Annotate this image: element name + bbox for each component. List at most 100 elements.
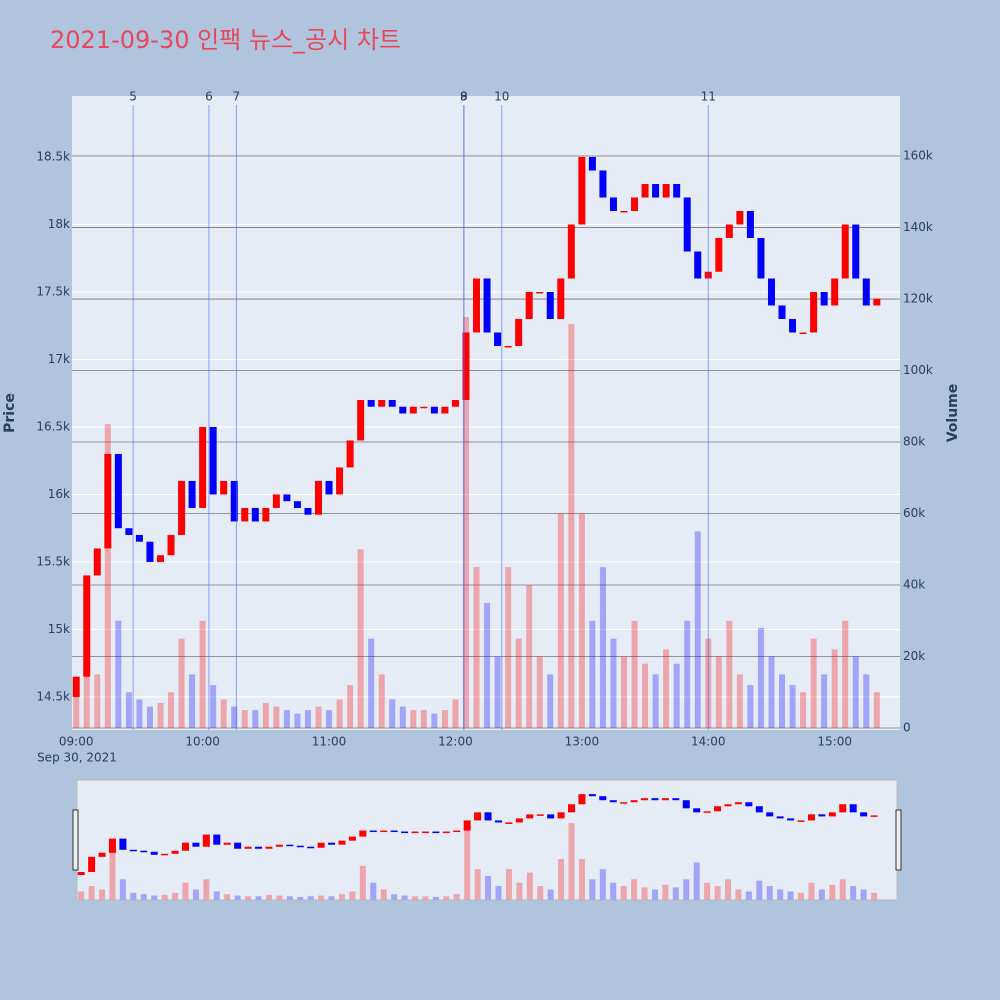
candle bbox=[161, 853, 169, 856]
volume-bar bbox=[704, 882, 711, 900]
volume-bar bbox=[683, 879, 690, 900]
volume-bar bbox=[161, 894, 168, 900]
candle bbox=[108, 838, 116, 853]
y-tick-label: 18.5k bbox=[36, 150, 70, 164]
news-label: 10 bbox=[494, 90, 509, 104]
candle bbox=[421, 831, 429, 834]
candle bbox=[255, 846, 263, 849]
candle bbox=[505, 822, 513, 824]
candle bbox=[441, 406, 449, 414]
candle bbox=[525, 291, 533, 319]
candle bbox=[682, 800, 690, 809]
volume-bar bbox=[83, 656, 90, 728]
candle bbox=[72, 676, 80, 697]
volume-bar bbox=[99, 889, 106, 900]
candle bbox=[715, 237, 723, 272]
candle bbox=[757, 237, 765, 279]
plot-area bbox=[72, 96, 900, 730]
volume-bar bbox=[850, 886, 857, 900]
candle bbox=[209, 426, 217, 495]
candle bbox=[296, 845, 304, 848]
volume-bar bbox=[818, 889, 825, 900]
candle bbox=[599, 170, 607, 198]
news-label: 11 bbox=[701, 90, 716, 104]
volume-bar bbox=[432, 896, 439, 900]
slider-handle[interactable] bbox=[895, 809, 902, 871]
candle bbox=[411, 831, 419, 834]
volume-bar bbox=[370, 882, 377, 900]
volume-bar bbox=[673, 663, 680, 728]
volume-bar bbox=[642, 663, 649, 728]
volume-bar bbox=[821, 674, 828, 728]
candle bbox=[797, 820, 805, 822]
candle bbox=[820, 291, 828, 306]
candle bbox=[693, 808, 701, 813]
volume-bar bbox=[484, 602, 491, 728]
volume-bar bbox=[810, 638, 817, 728]
candle bbox=[860, 812, 868, 817]
volume-bar bbox=[234, 895, 241, 900]
candle bbox=[401, 831, 409, 834]
volume-bar bbox=[286, 896, 293, 900]
candle bbox=[338, 840, 346, 845]
candle bbox=[807, 814, 815, 821]
candle bbox=[494, 332, 502, 346]
candle bbox=[378, 399, 386, 407]
volume-bar bbox=[599, 869, 606, 900]
candle bbox=[251, 507, 259, 522]
candle bbox=[870, 815, 878, 817]
volume-bar bbox=[863, 674, 870, 728]
y2-tick-label: 40k bbox=[903, 578, 925, 592]
volume-bar bbox=[735, 889, 742, 900]
candle bbox=[188, 480, 196, 508]
candle bbox=[652, 184, 660, 198]
candle bbox=[388, 399, 396, 407]
volume-bar bbox=[410, 710, 417, 728]
volume-bar bbox=[787, 891, 794, 900]
candle bbox=[125, 528, 133, 535]
candle bbox=[849, 804, 857, 813]
candle bbox=[588, 157, 596, 171]
volume-bar bbox=[441, 710, 448, 728]
volume-bar bbox=[641, 887, 648, 900]
volume-bar bbox=[860, 889, 867, 900]
volume-bar bbox=[304, 710, 311, 728]
volume-bar bbox=[852, 656, 859, 728]
news-label: 6 bbox=[205, 90, 213, 104]
candle bbox=[293, 501, 301, 508]
candle bbox=[369, 830, 377, 833]
volume-bar bbox=[631, 879, 638, 900]
volume-bar bbox=[380, 889, 387, 900]
candle bbox=[220, 480, 228, 495]
candle bbox=[83, 575, 91, 677]
volume-bar bbox=[589, 620, 596, 728]
slider-handle[interactable] bbox=[72, 809, 79, 871]
volume-bar bbox=[192, 889, 199, 900]
candle bbox=[230, 480, 238, 522]
candle bbox=[515, 318, 523, 346]
candle bbox=[609, 800, 617, 803]
volume-bar bbox=[558, 859, 565, 900]
y2-tick-label: 0 bbox=[903, 720, 911, 734]
volume-bar bbox=[172, 892, 179, 900]
candle bbox=[98, 852, 106, 857]
volume-bar bbox=[651, 889, 658, 900]
candle bbox=[171, 850, 179, 854]
volume-bar bbox=[297, 896, 304, 900]
candle bbox=[767, 278, 775, 306]
volume-bar bbox=[515, 638, 522, 728]
volume-bar bbox=[568, 823, 575, 900]
candle bbox=[620, 802, 628, 804]
candle bbox=[315, 480, 323, 515]
candle bbox=[578, 157, 586, 225]
candle bbox=[348, 836, 356, 841]
candle bbox=[156, 555, 164, 562]
volume-bar bbox=[368, 638, 375, 728]
volume-bar bbox=[453, 894, 460, 900]
candle bbox=[810, 291, 818, 333]
candle bbox=[755, 806, 763, 813]
volume-bar bbox=[349, 891, 356, 900]
volume-bar bbox=[220, 699, 227, 728]
volume-bar bbox=[714, 886, 721, 900]
